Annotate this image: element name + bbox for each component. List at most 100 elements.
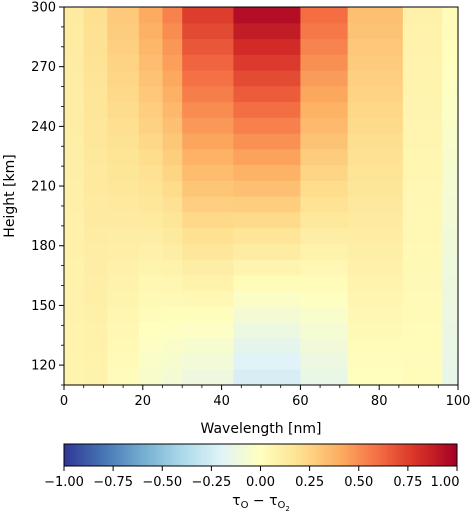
heatmap-cell — [233, 211, 301, 229]
heatmap-cell — [64, 227, 85, 244]
heatmap-cell — [182, 337, 235, 355]
heatmap-cell — [138, 117, 164, 134]
heatmap-cell — [162, 180, 183, 197]
heatmap-cell — [300, 227, 349, 244]
heatmap-cell — [182, 148, 235, 166]
heatmap-cell — [107, 290, 140, 307]
heatmap-cell — [162, 369, 183, 386]
heatmap-cell — [107, 54, 140, 71]
heatmap-cell — [442, 274, 459, 292]
heatmap-cell — [300, 148, 349, 166]
x-tick-label: 20 — [135, 394, 152, 409]
heatmap-cell — [107, 274, 140, 292]
heatmap-cell — [182, 133, 235, 150]
heatmap-cell — [83, 101, 108, 118]
heatmap-cell — [83, 133, 108, 150]
heatmap-cell — [64, 22, 85, 40]
heatmap-cell — [138, 22, 164, 40]
heatmap-cell — [233, 337, 301, 355]
heatmap-cell — [162, 70, 183, 87]
heatmap-cell — [402, 180, 443, 197]
heatmap-cell — [107, 243, 140, 260]
heatmap-cell — [162, 54, 183, 71]
heatmap-cell — [64, 54, 85, 71]
heatmap-cell — [442, 38, 459, 55]
heatmap-cell — [402, 211, 443, 229]
heatmap-cell — [233, 148, 301, 166]
heatmap-cell — [402, 353, 443, 370]
heatmap-cell — [442, 70, 459, 87]
y-tick-label: 210 — [31, 180, 56, 195]
colorbar: −1.00 −0.75 −0.50 −0.25 0.00 0.25 0.50 0.75 1.00… — [44, 443, 460, 513]
y-tick-label: 300 — [31, 1, 56, 16]
heatmap-cell — [64, 148, 85, 166]
heatmap-cell — [83, 243, 108, 260]
heatmap-cell — [182, 306, 235, 323]
heatmap-cell — [442, 101, 459, 118]
heatmap-cell — [402, 22, 443, 40]
heatmap-cell — [107, 85, 140, 103]
heatmap-cell — [162, 290, 183, 307]
heatmap-cell — [107, 259, 140, 276]
heatmap-cell — [138, 322, 164, 339]
heatmap-cell — [182, 259, 235, 276]
heatmap-cell — [233, 85, 301, 103]
colorbar-label-tau1: τ — [232, 493, 240, 509]
heatmap-cell — [138, 353, 164, 370]
heatmap-cell — [182, 101, 235, 118]
heatmap-cell — [300, 117, 349, 134]
heatmap-cell — [107, 306, 140, 323]
heatmap-cell — [162, 38, 183, 55]
colorbar-tick-label: −0.25 — [191, 475, 231, 490]
heatmap-cell — [442, 164, 459, 181]
heatmap-cell — [402, 85, 443, 103]
heatmap-cell — [233, 117, 301, 134]
heatmap-cell — [347, 290, 404, 307]
y-tick-label: 150 — [31, 299, 56, 314]
colorbar-tick-label: 1.00 — [431, 475, 460, 490]
heatmap-cell — [233, 322, 301, 339]
heatmap-cell — [64, 101, 85, 118]
heatmap-cell — [402, 164, 443, 181]
heatmap-cell — [347, 22, 404, 40]
heatmap-cell — [83, 117, 108, 134]
heatmap-cell — [162, 22, 183, 40]
heatmap-cell — [138, 101, 164, 118]
heatmap-cell — [233, 70, 301, 87]
heatmap-cell — [347, 133, 404, 150]
heatmap-cell — [107, 7, 140, 24]
heatmap-cell — [64, 85, 85, 103]
heatmap-cell — [300, 54, 349, 71]
heatmap-cell — [233, 243, 301, 260]
colorbar-label-sub2: O — [278, 500, 286, 511]
heatmap-cell — [347, 70, 404, 87]
heatmap-cell — [300, 322, 349, 339]
heatmap-cell — [347, 259, 404, 276]
colorbar-tick-label: −1.00 — [44, 475, 84, 490]
heatmap-cell — [64, 322, 85, 339]
colorbar-label-minus: − τ — [248, 493, 277, 509]
heatmap-cell — [182, 243, 235, 260]
x-axis-label: Wavelength [nm] — [201, 421, 322, 437]
heatmap-cell — [162, 322, 183, 339]
heatmap-cell — [182, 322, 235, 339]
heatmap-cell — [182, 22, 235, 40]
heatmap-cell — [83, 227, 108, 244]
heatmap-cell — [347, 227, 404, 244]
heatmap-cell — [138, 290, 164, 307]
heatmap-cell — [233, 22, 301, 40]
heatmap-cell — [64, 70, 85, 87]
heatmap-cell — [402, 196, 443, 213]
heatmap-cell — [347, 322, 404, 339]
heatmap-cell — [83, 259, 108, 276]
heatmap-cell — [162, 243, 183, 260]
heatmap-cell — [107, 70, 140, 87]
heatmap-cell — [300, 70, 349, 87]
heatmap-cell — [83, 7, 108, 24]
heatmap-cell — [83, 211, 108, 229]
colorbar-tick-label: −0.75 — [93, 475, 133, 490]
colorbar-tick-label: 0.25 — [295, 475, 324, 490]
heatmap-cell — [347, 148, 404, 166]
heatmap-cell — [442, 133, 459, 150]
heatmap-cell — [138, 54, 164, 71]
